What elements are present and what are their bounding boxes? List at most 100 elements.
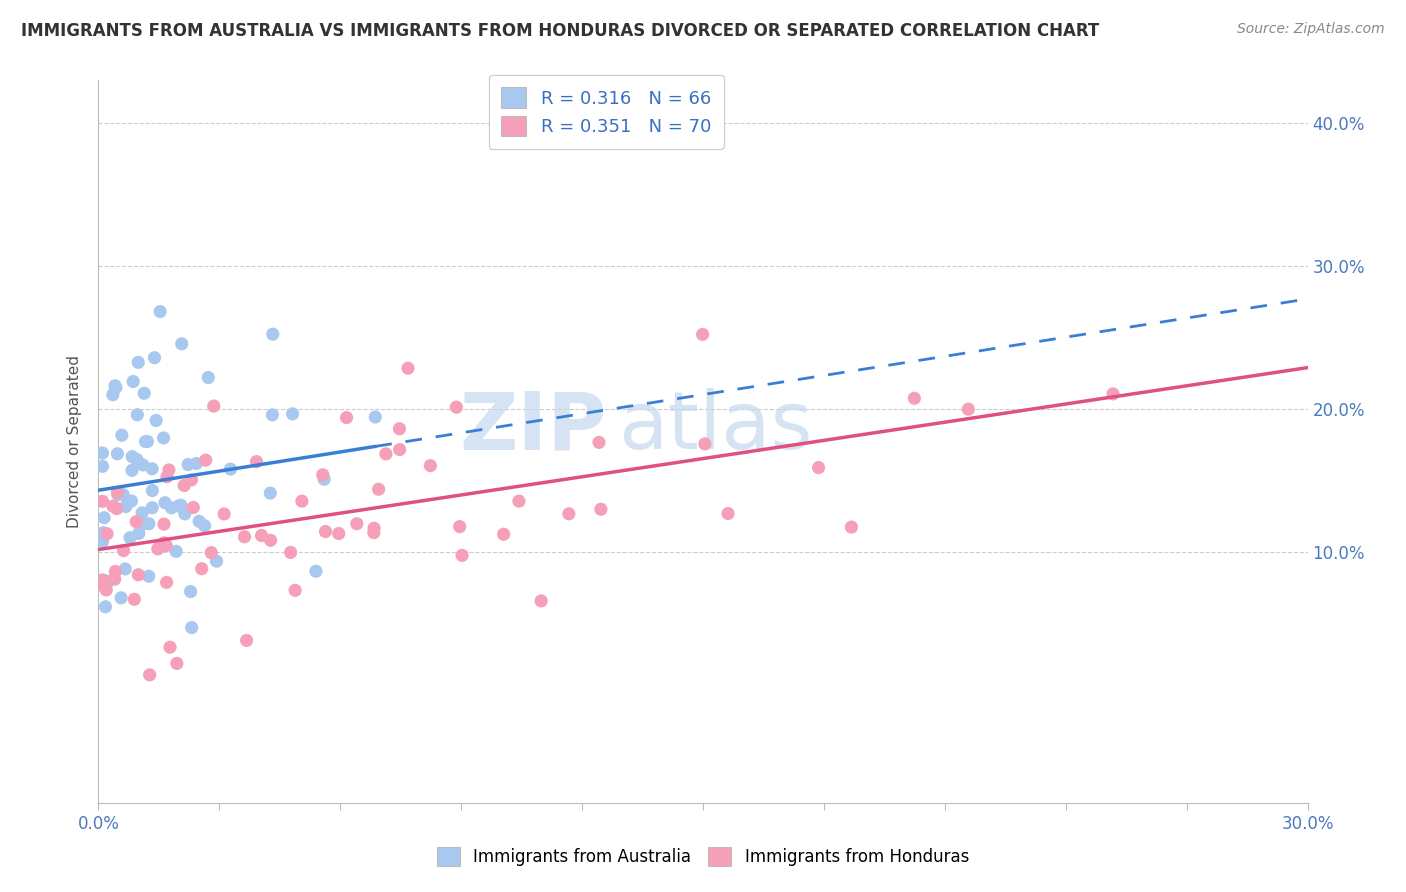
Point xyxy=(107,447,129,461)
Point xyxy=(104,381,127,395)
Point xyxy=(146,541,169,556)
Point xyxy=(170,498,193,512)
Point xyxy=(149,304,172,318)
Point xyxy=(363,521,385,535)
Point xyxy=(138,569,160,583)
Point xyxy=(957,402,980,417)
Y-axis label: Divorced or Separated: Divorced or Separated xyxy=(67,355,83,528)
Point xyxy=(97,574,120,589)
Point xyxy=(125,515,148,529)
Point xyxy=(125,452,148,467)
Point xyxy=(328,526,350,541)
Point xyxy=(589,502,612,516)
Point xyxy=(446,400,468,414)
Point xyxy=(111,428,134,442)
Point xyxy=(160,500,183,515)
Point xyxy=(114,500,136,514)
Point xyxy=(177,458,200,472)
Point xyxy=(202,399,225,413)
Point xyxy=(197,370,219,384)
Point xyxy=(281,407,304,421)
Point xyxy=(346,516,368,531)
Point xyxy=(153,517,176,532)
Point xyxy=(259,533,281,548)
Point xyxy=(245,455,267,469)
Point xyxy=(134,434,156,449)
Point xyxy=(104,572,127,586)
Point xyxy=(121,450,143,464)
Point xyxy=(219,462,242,476)
Text: atlas: atlas xyxy=(619,388,813,467)
Point xyxy=(530,594,553,608)
Point xyxy=(205,554,228,568)
Point xyxy=(284,583,307,598)
Point xyxy=(388,442,411,457)
Point xyxy=(180,473,202,487)
Point xyxy=(693,437,716,451)
Point xyxy=(129,518,152,533)
Point xyxy=(131,516,153,530)
Point xyxy=(186,457,208,471)
Point xyxy=(167,499,190,513)
Point xyxy=(259,486,281,500)
Point xyxy=(124,592,146,607)
Point xyxy=(235,633,257,648)
Point xyxy=(262,408,284,422)
Point xyxy=(141,462,163,476)
Point xyxy=(388,422,411,436)
Point xyxy=(121,463,143,477)
Point xyxy=(250,528,273,542)
Point xyxy=(91,494,114,508)
Point xyxy=(93,574,115,588)
Point xyxy=(127,567,149,582)
Point xyxy=(91,573,114,587)
Point xyxy=(138,668,160,682)
Point xyxy=(180,584,202,599)
Point xyxy=(188,514,211,528)
Text: Source: ZipAtlas.com: Source: ZipAtlas.com xyxy=(1237,22,1385,37)
Point xyxy=(104,379,127,393)
Point xyxy=(145,413,167,427)
Point xyxy=(132,458,155,472)
Point xyxy=(291,494,314,508)
Point xyxy=(903,392,925,406)
Point xyxy=(101,500,124,514)
Point xyxy=(122,375,145,389)
Point xyxy=(155,575,177,590)
Point xyxy=(173,507,195,521)
Point xyxy=(112,543,135,558)
Point xyxy=(312,467,335,482)
Point xyxy=(121,494,143,508)
Point xyxy=(305,564,328,578)
Point xyxy=(134,386,156,401)
Point xyxy=(314,472,336,486)
Point xyxy=(190,562,212,576)
Point xyxy=(212,507,235,521)
Point xyxy=(180,621,202,635)
Point xyxy=(127,355,149,369)
Point xyxy=(91,578,114,592)
Point xyxy=(110,591,132,605)
Point xyxy=(94,599,117,614)
Point xyxy=(104,565,127,579)
Point xyxy=(143,351,166,365)
Point xyxy=(194,518,217,533)
Point xyxy=(367,482,389,496)
Point xyxy=(200,546,222,560)
Point xyxy=(588,435,610,450)
Point xyxy=(91,459,114,474)
Point xyxy=(136,434,159,449)
Point xyxy=(194,453,217,467)
Point xyxy=(96,526,118,541)
Point xyxy=(128,526,150,541)
Point xyxy=(155,539,177,553)
Point xyxy=(807,460,830,475)
Point xyxy=(105,501,128,516)
Point xyxy=(181,500,204,515)
Point xyxy=(114,562,136,576)
Point xyxy=(262,327,284,342)
Point xyxy=(165,544,187,558)
Text: ZIP: ZIP xyxy=(458,388,606,467)
Point xyxy=(170,336,193,351)
Legend: Immigrants from Australia, Immigrants from Honduras: Immigrants from Australia, Immigrants fr… xyxy=(429,838,977,875)
